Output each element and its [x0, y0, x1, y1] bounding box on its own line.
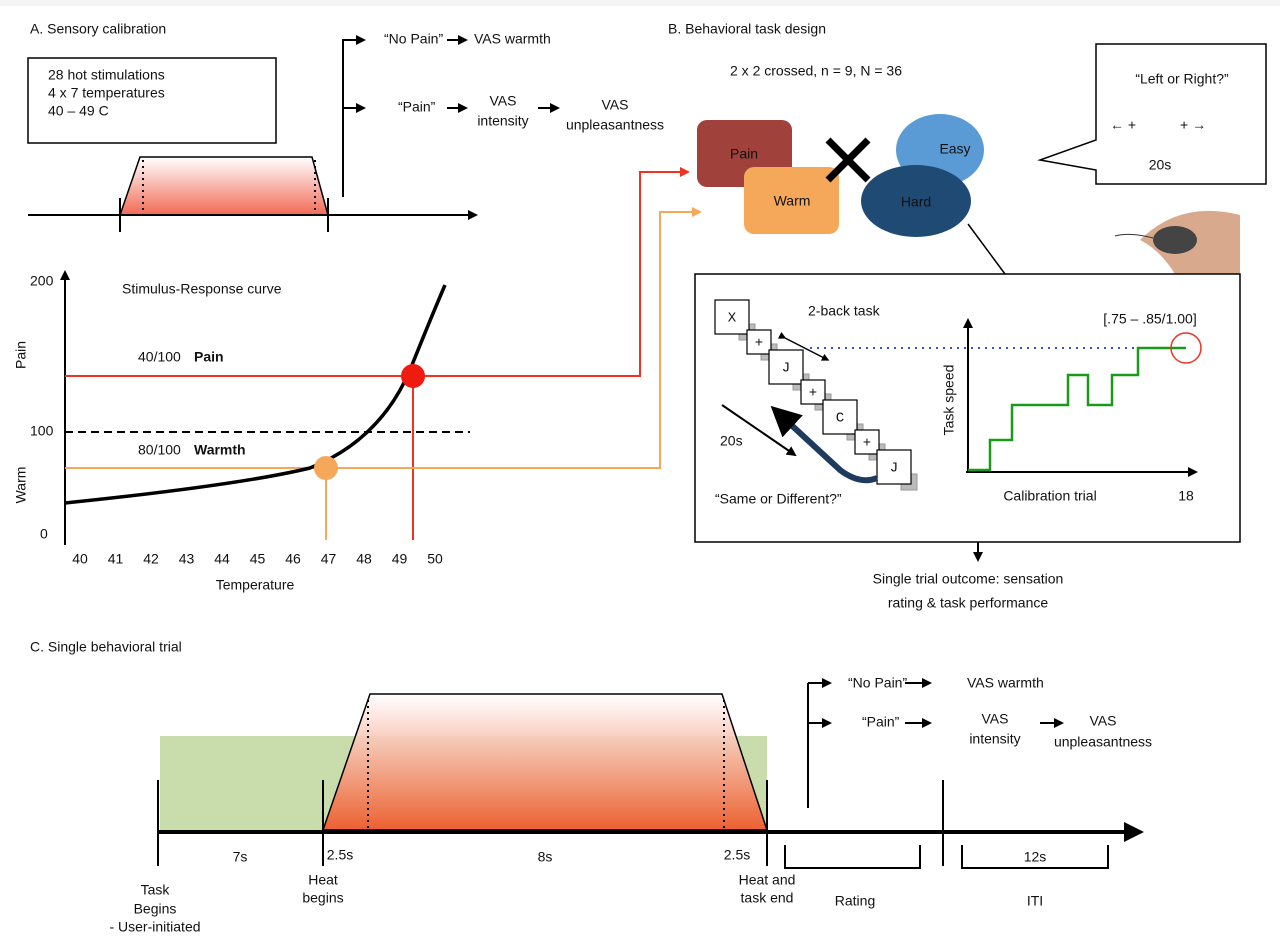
box-line: 4 x 7 temperatures [48, 85, 165, 101]
outcome: VAS [1090, 713, 1117, 729]
callout-line [968, 224, 1005, 274]
x-tick-label: 49 [392, 551, 408, 567]
event-label: begins [302, 890, 343, 906]
level-label: Warmth [194, 442, 246, 458]
heat-ramp [323, 694, 767, 830]
duration: 2.5s [724, 847, 750, 863]
condition: Easy [939, 141, 970, 157]
y-label: 100 [30, 423, 54, 439]
branch [343, 40, 362, 197]
design: 2 x 2 crossed, n = 9, N = 36 [730, 63, 902, 79]
y-axis-label: Pain [13, 341, 29, 369]
x-tick-label: 46 [285, 551, 301, 567]
warm-point [314, 456, 338, 480]
card-letter: X [728, 311, 737, 327]
duration: 12s [1024, 849, 1047, 865]
curve-title: Stimulus-Response curve [122, 281, 282, 297]
cross-arrows [828, 140, 868, 180]
condition: Hard [901, 194, 931, 210]
x-tick-label: 45 [250, 551, 266, 567]
target-label: [.75 – .85/1.00] [1103, 311, 1196, 327]
condition: Warm [774, 193, 811, 209]
outcome: unpleasantness [1054, 734, 1152, 750]
nback-duration: 20s [720, 433, 743, 449]
event-label: Rating [835, 893, 875, 909]
x-tick-label: 43 [179, 551, 195, 567]
card-letter: + [863, 436, 871, 452]
x-axis-label: Calibration trial [1003, 488, 1096, 504]
card-letter: + [809, 386, 817, 402]
branch-label: “No Pain” [848, 675, 907, 691]
y-axis-label: Warm [13, 467, 29, 504]
y-axis-label: Task speed [941, 365, 957, 436]
prompt-duration: 20s [1149, 157, 1172, 173]
x-tick-label: 44 [214, 551, 230, 567]
card-letter: J [782, 361, 790, 377]
level-label: Pain [194, 349, 224, 365]
top-bar [0, 0, 1280, 6]
branch [808, 683, 826, 808]
panel-title: A. Sensory calibration [30, 21, 166, 37]
panel-title: C. Single behavioral trial [30, 639, 182, 655]
event-label: Heat [308, 872, 338, 888]
x-axis-label: Temperature [216, 577, 295, 593]
event-label: ITI [1027, 893, 1043, 909]
event-label: Task [141, 882, 171, 898]
x-tick-label: 42 [143, 551, 159, 567]
outcome: VAS [490, 93, 517, 109]
outcome-text: rating & task performance [888, 595, 1049, 611]
duration: 7s [233, 849, 248, 865]
card-letter: + [755, 336, 763, 352]
outcome: VAS warmth [967, 675, 1044, 691]
figure: X + J + C + J A. Sensory calibration 28 hot sti… [0, 0, 1280, 937]
level-rating: 40/100 [138, 349, 181, 365]
outcome: VAS [602, 97, 629, 113]
prompt-left: ← + [1110, 117, 1136, 133]
x-tick-label: 40 [72, 551, 88, 567]
prompt-right: + → [1180, 117, 1206, 133]
nback-question: “Same or Different?” [715, 491, 842, 507]
event-label: Heat and [739, 872, 796, 888]
outcome: unpleasantness [566, 117, 664, 133]
condition: Pain [730, 146, 758, 162]
nback-title: 2-back task [808, 303, 881, 319]
event-label: - User-initiated [109, 919, 200, 935]
box-line: 28 hot stimulations [48, 67, 165, 83]
y-label: 0 [40, 526, 48, 542]
heat-ramp [120, 157, 328, 215]
warm-line [65, 212, 700, 468]
level-rating: 80/100 [138, 442, 181, 458]
x-tick-label: 47 [321, 551, 337, 567]
panel-title: B. Behavioral task design [668, 21, 826, 37]
duration: 2.5s [327, 847, 353, 863]
outcome: VAS warmth [474, 31, 551, 47]
branch-label: “Pain” [862, 714, 900, 730]
x-tick-label: 48 [356, 551, 372, 567]
card-letter: C [836, 411, 844, 427]
outcome: VAS [982, 711, 1009, 727]
x-end: 18 [1178, 488, 1194, 504]
x-tick-label: 50 [427, 551, 443, 567]
card-letter: J [890, 461, 898, 477]
box-line: 40 – 49 C [48, 103, 109, 119]
outcome-text: Single trial outcome: sensation [873, 571, 1064, 587]
outcome: intensity [477, 113, 528, 129]
duration: 8s [538, 849, 553, 865]
branch-label: “No Pain” [384, 31, 443, 47]
outcome: intensity [969, 731, 1020, 747]
response-curve [65, 285, 445, 503]
event-label: Begins [134, 901, 177, 917]
mouse [1153, 226, 1197, 254]
branch-label: “Pain” [398, 99, 436, 115]
x-tick-label: 41 [108, 551, 124, 567]
pain-point [401, 364, 425, 388]
event-label: task end [741, 890, 794, 906]
y-label: 200 [30, 273, 54, 289]
prompt: “Left or Right?” [1135, 71, 1229, 87]
